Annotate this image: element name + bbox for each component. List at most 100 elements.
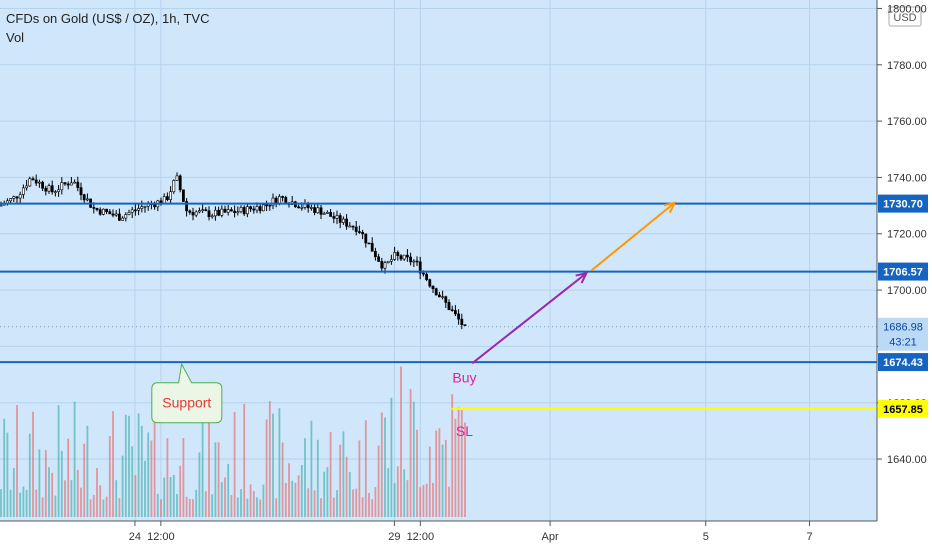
volume-legend: Vol	[6, 30, 24, 45]
time-tick-label: Apr	[542, 531, 559, 543]
volume-bar	[112, 411, 114, 517]
candle-body	[319, 207, 323, 215]
candle-body	[41, 181, 45, 189]
volume-bar	[108, 436, 111, 517]
volume-bar	[345, 456, 348, 517]
volume-bar	[448, 486, 450, 517]
volume-bar	[128, 415, 130, 517]
candle-body	[169, 191, 173, 201]
candle-body	[357, 231, 361, 233]
support-callout[interactable]: Support	[151, 362, 223, 424]
candle-body	[265, 204, 269, 207]
candle-body	[431, 285, 435, 289]
volume-bar	[249, 484, 252, 517]
candle-body	[124, 214, 128, 219]
volume-bar	[288, 463, 290, 517]
volume-bar	[380, 412, 383, 517]
trade-arrow-head	[663, 201, 677, 214]
price-tag-label: 1674.43	[883, 357, 923, 369]
volume-bar	[102, 499, 105, 517]
volume-bar	[16, 405, 18, 517]
candle-body	[447, 302, 451, 311]
volume-bar	[0, 489, 2, 517]
candle-body	[210, 215, 214, 218]
volume-bar	[150, 440, 153, 517]
candle-body	[82, 194, 86, 201]
candle-body	[60, 182, 64, 191]
candle-body	[37, 181, 41, 184]
price-tag-box	[878, 262, 928, 281]
candle-body	[28, 178, 32, 187]
price-tick-label: 1740.00	[887, 172, 927, 184]
candle-body	[201, 209, 205, 211]
volume-bar	[428, 446, 431, 517]
volume-bar	[214, 442, 217, 517]
candle-body	[15, 196, 19, 199]
volume-bar	[44, 450, 47, 517]
last-price-label: 1686.98	[883, 322, 923, 334]
candle-body	[309, 207, 313, 209]
volume-bar	[243, 403, 246, 517]
candle-body	[255, 206, 259, 211]
price-tick-label: 1640.00	[887, 454, 927, 466]
volume-bar	[393, 483, 396, 517]
candle-body	[175, 175, 179, 181]
volume-bar	[169, 477, 172, 517]
candle-body	[44, 187, 48, 192]
volume-bar	[371, 499, 374, 517]
volume-bar	[204, 491, 207, 517]
horizontal-levels[interactable]	[0, 202, 877, 410]
volume-bar	[176, 494, 178, 517]
volume-bar	[99, 485, 102, 517]
candle-body	[453, 310, 457, 315]
currency-badge[interactable]: USD	[888, 6, 922, 27]
price-tag-label: 1730.70	[883, 199, 923, 211]
volume-bar	[374, 487, 377, 517]
volume-bar	[352, 489, 354, 517]
candle-body	[105, 208, 109, 212]
volume-bar	[153, 401, 156, 517]
candle-body	[284, 196, 288, 204]
volume-bar	[304, 438, 306, 517]
candle-body	[316, 207, 320, 213]
candle-body	[34, 179, 38, 184]
currency-badge-box	[888, 6, 922, 27]
price-tag-box	[878, 399, 928, 418]
volume-bar	[35, 489, 38, 517]
volume-bar	[432, 482, 434, 517]
candle-body	[428, 279, 432, 287]
volume-bar	[406, 480, 409, 517]
candle-body	[31, 178, 35, 181]
candle-body	[441, 296, 445, 298]
candle-body	[21, 187, 25, 195]
candle-body	[370, 243, 374, 252]
candle-body	[236, 211, 240, 214]
volume-bar	[310, 420, 313, 517]
volume-bar	[92, 494, 95, 517]
volume-bar	[105, 496, 108, 517]
price-tick-label: 1800.00	[887, 3, 927, 15]
candle-body	[345, 218, 349, 227]
price-tags: 1730.70 1706.57 1674.43 1657.85 1686.98 43:21	[878, 194, 928, 418]
volume-bar	[147, 432, 150, 517]
volume-bar	[118, 498, 121, 517]
volume-bar	[336, 490, 338, 517]
volume-bar	[208, 405, 210, 517]
candle-body	[389, 259, 393, 262]
volume-bar	[220, 482, 223, 517]
candle-body	[98, 209, 102, 215]
candle-body	[373, 251, 377, 258]
candle-body	[386, 260, 390, 263]
symbol-title: CFDs on Gold (US$ / OZ), 1h, TVC	[6, 11, 209, 26]
candle-body	[258, 206, 262, 212]
volume-bar	[73, 401, 76, 517]
last-price-tag-box	[878, 317, 928, 351]
candle-body	[364, 233, 368, 244]
support-label: Support	[162, 395, 211, 411]
volume-bar	[227, 463, 230, 517]
trade-arrows[interactable]	[471, 201, 677, 365]
volume-bar	[396, 466, 399, 517]
volume-bar	[224, 477, 226, 517]
volume-bar	[316, 439, 319, 517]
